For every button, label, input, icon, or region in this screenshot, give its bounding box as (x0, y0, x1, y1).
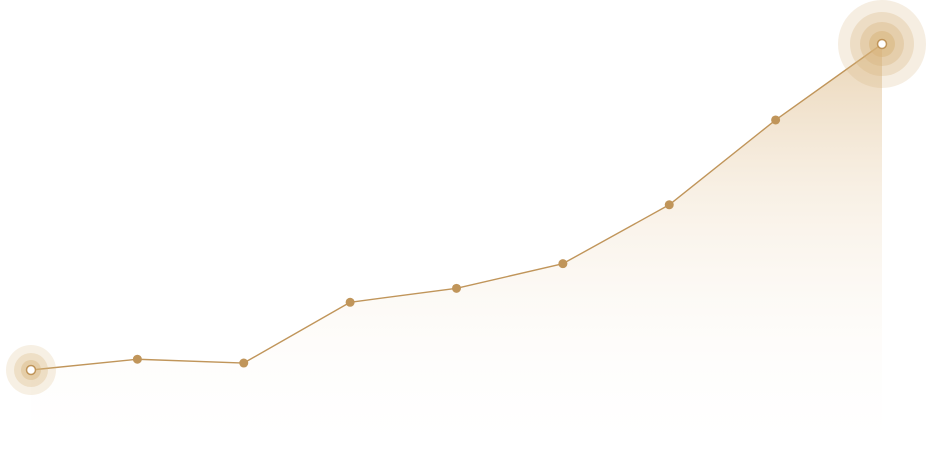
data-point (771, 115, 781, 125)
point-marker (239, 358, 249, 368)
data-point (239, 358, 249, 368)
data-point (345, 297, 355, 307)
data-point (558, 259, 568, 269)
point-marker (771, 115, 781, 125)
series-area (31, 44, 882, 461)
point-marker (345, 297, 355, 307)
point-marker (558, 259, 568, 269)
data-point (6, 345, 56, 395)
point-marker (132, 354, 142, 364)
point-marker (876, 38, 888, 50)
data-point (664, 200, 674, 210)
area-layer (31, 44, 882, 461)
data-point (132, 354, 142, 364)
point-marker (25, 364, 37, 376)
point-layer (6, 0, 926, 395)
data-point (838, 0, 926, 88)
point-marker (664, 200, 674, 210)
data-point (452, 283, 461, 293)
point-marker (452, 283, 461, 293)
